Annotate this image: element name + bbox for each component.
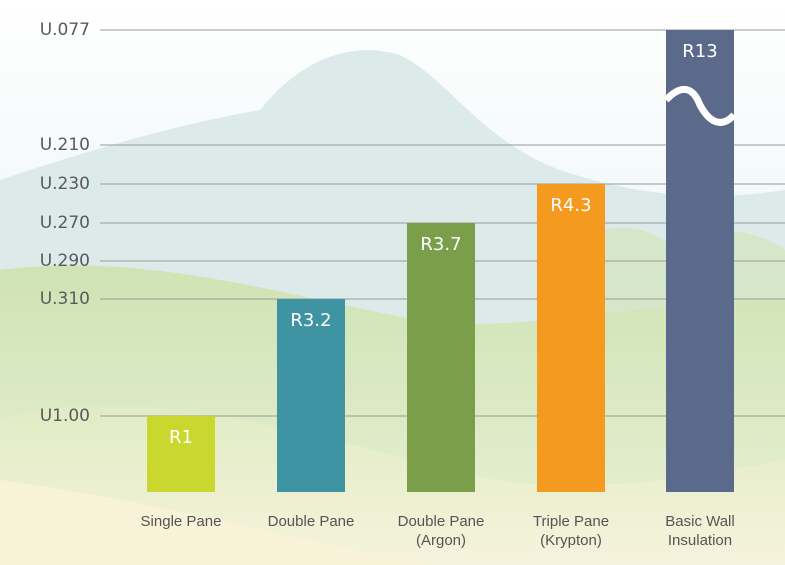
value-label: R3.7 [420,234,461,255]
x-tick-label: Double Pane [256,512,366,531]
y-tick-label: U.230 [40,174,90,194]
value-label: R4.3 [550,195,591,216]
value-label: R13 [682,41,717,62]
value-label: R3.2 [290,310,331,331]
x-tick-label: Triple Pane (Krypton) [516,512,626,550]
y-tick-label: U.290 [40,251,90,271]
x-tick-label: Basic Wall Insulation [645,512,755,550]
value-label: R1 [169,427,193,448]
chart: U1.00 U.310 U.290 U.270 U.230 U.210 U.077 R1 R3.… [0,0,785,565]
chart-canvas: U1.00 U.310 U.290 U.270 U.230 U.210 U.077 R1 R3.… [0,0,785,565]
y-tick-label: U.310 [40,289,90,309]
bar [407,223,475,492]
y-tick-label: U1.00 [40,406,90,426]
bar [537,184,605,492]
y-tick-label: U.270 [40,213,90,233]
x-tick-label: Double Pane (Argon) [386,512,496,550]
y-tick-label: U.210 [40,135,90,155]
y-tick-label: U.077 [40,20,90,40]
x-tick-label: Single Pane [126,512,236,531]
